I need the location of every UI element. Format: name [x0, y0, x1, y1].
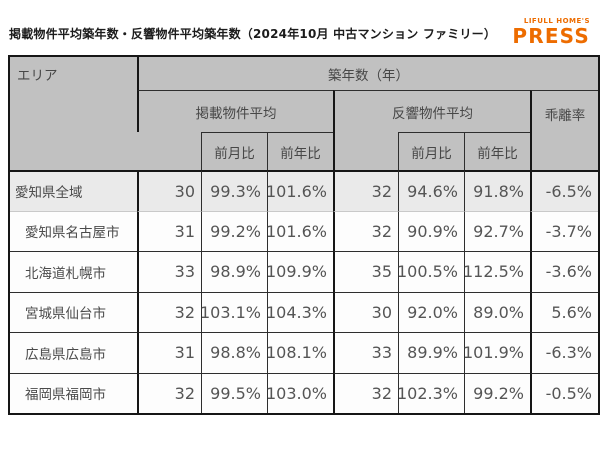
- age-group-header: 築年数（年）: [137, 57, 598, 90]
- listed-yoy-cell: 101.6%: [266, 210, 333, 251]
- listed-mom-cell: 99.5%: [201, 372, 267, 413]
- response-yoy-cell: 101.9%: [463, 332, 530, 373]
- response-yoy-cell: 92.7%: [464, 210, 530, 251]
- listed-mom-cell: 99.2%: [201, 210, 267, 251]
- listed-yoy-header: 前年比: [267, 132, 333, 170]
- area-name-cell: 北海道札幌市: [10, 251, 137, 292]
- listed-yoy-cell: 109.9%: [266, 251, 333, 292]
- divergence-header: 乖離率: [530, 90, 598, 170]
- response-yoy-cell: 99.2%: [464, 372, 530, 413]
- response-yoy-cell: 91.8%: [464, 170, 530, 211]
- response-age-cell: 32: [333, 372, 398, 413]
- response-age-cell: 33: [333, 332, 398, 373]
- logo-press-text: PRESS: [512, 24, 590, 48]
- divergence-cell: -3.7%: [530, 210, 598, 251]
- divergence-cell: -0.5%: [530, 372, 598, 413]
- listed-age-cell: 30: [137, 170, 201, 211]
- listed-mom-cell: 98.8%: [201, 332, 267, 373]
- area-name-cell: 愛知県全域: [10, 170, 137, 211]
- divergence-cell: 5.6%: [530, 291, 598, 332]
- area-name-cell: 広島県広島市: [10, 332, 137, 373]
- listed-yoy-cell: 101.6%: [266, 170, 333, 211]
- listed-mom-cell: 99.3%: [201, 170, 267, 211]
- lifull-homes-press-logo[interactable]: LIFULL HOME'S PRESS: [512, 17, 590, 48]
- response-mom-cell: 92.0%: [398, 291, 464, 332]
- divergence-cell: -6.3%: [530, 332, 598, 373]
- listed-age-cell: 32: [137, 291, 201, 332]
- divergence-cell: -3.6%: [530, 251, 598, 292]
- response-age-cell: 32: [333, 210, 398, 251]
- listed-age-cell: 32: [137, 372, 201, 413]
- listed-average-header: 掲載物件平均: [137, 90, 333, 132]
- listed-mom-cell: 98.9%: [201, 251, 267, 292]
- page-title: 掲載物件平均築年数・反響物件平均築年数（2024年10月 中古マンション ファミ…: [9, 27, 497, 41]
- response-value-subheader-blank: [333, 132, 398, 170]
- response-age-cell: 32: [333, 170, 398, 211]
- area-name-cell: 宮城県仙台市: [10, 291, 137, 333]
- listed-yoy-cell: 103.0%: [266, 372, 333, 413]
- divergence-cell: -6.5%: [530, 170, 598, 211]
- area-column-header: エリア: [10, 57, 137, 170]
- response-mom-cell: 90.9%: [398, 210, 464, 251]
- response-average-header: 反響物件平均: [333, 90, 530, 132]
- logo-brand-text: LIFULL HOME'S: [523, 17, 590, 25]
- response-mom-header: 前月比: [398, 132, 464, 170]
- response-mom-cell: 102.3%: [397, 372, 464, 413]
- listed-yoy-cell: 104.3%: [266, 291, 333, 332]
- building-age-table: エリア 築年数（年） 掲載物件平均 反響物件平均 乖離率 前月比 前年比 前月比…: [8, 55, 600, 415]
- listed-age-cell: 31: [137, 332, 201, 373]
- response-yoy-cell: 112.5%: [463, 251, 530, 292]
- listed-mom-cell: 103.1%: [200, 291, 267, 332]
- response-yoy-cell: 89.0%: [464, 291, 530, 332]
- response-mom-cell: 100.5%: [397, 251, 464, 292]
- area-name-cell: 愛知県名古屋市: [10, 210, 137, 252]
- response-age-cell: 30: [333, 291, 398, 332]
- listed-value-subheader-blank: [137, 132, 201, 170]
- response-mom-cell: 89.9%: [398, 332, 464, 373]
- listed-yoy-cell: 108.1%: [266, 332, 333, 373]
- listed-age-cell: 31: [137, 210, 201, 251]
- response-age-cell: 35: [333, 251, 398, 292]
- response-mom-cell: 94.6%: [398, 170, 464, 211]
- listed-mom-header: 前月比: [201, 132, 267, 170]
- response-yoy-header: 前年比: [464, 132, 530, 170]
- listed-age-cell: 33: [137, 251, 201, 292]
- area-name-cell: 福岡県福岡市: [10, 372, 137, 414]
